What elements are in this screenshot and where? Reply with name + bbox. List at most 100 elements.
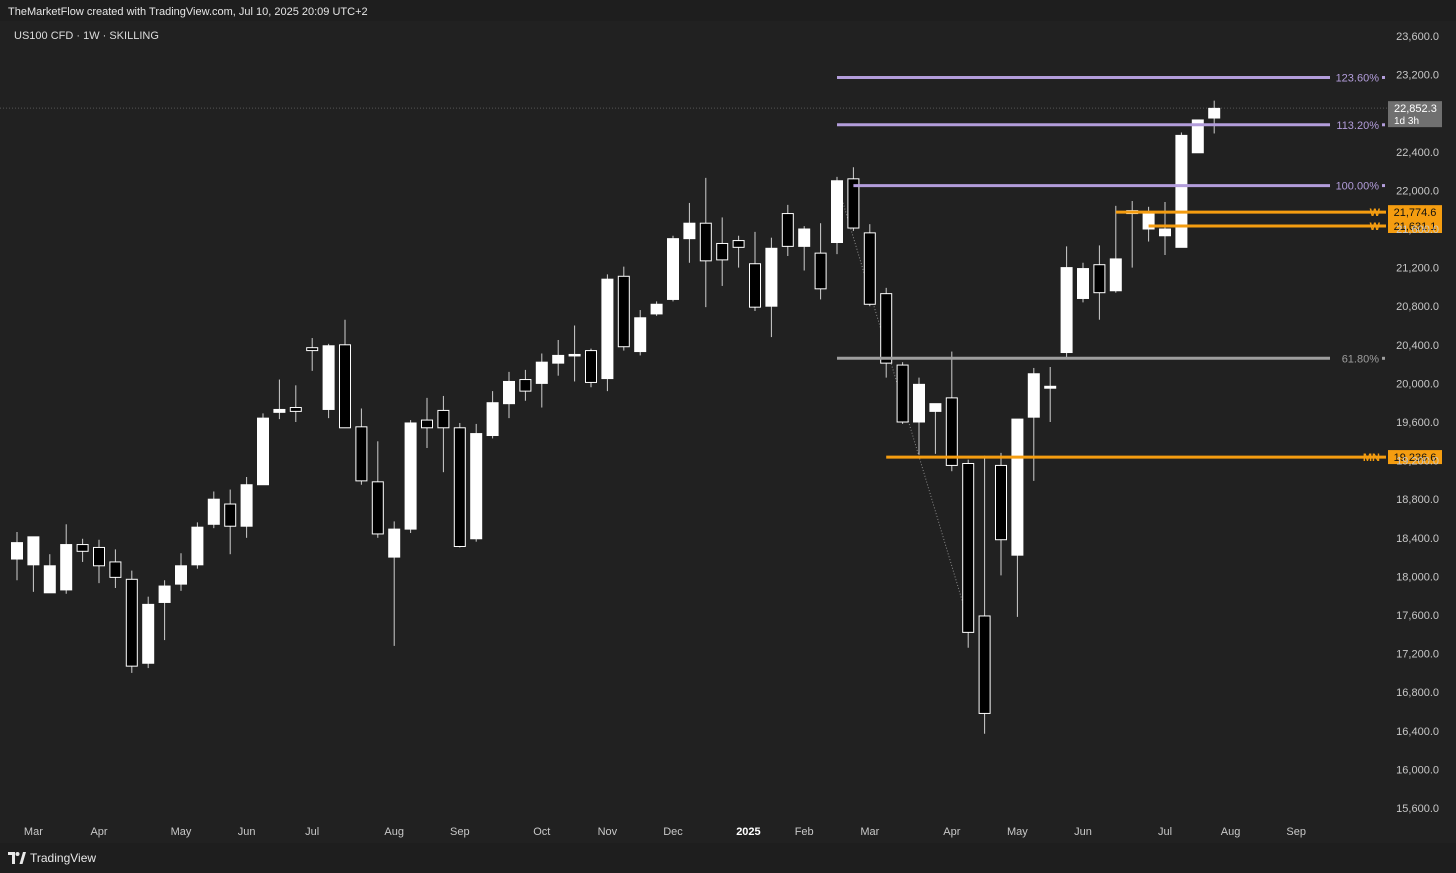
candle-body — [585, 350, 597, 383]
y-tick-label: 16,800.0 — [1396, 687, 1439, 699]
levels-layer: 123.60% 113.20% 100.00% 61.80% W 21,774.6 W 21,… — [837, 72, 1442, 465]
symbol-title[interactable]: US100 CFD · 1W · SKILLING — [14, 30, 159, 42]
price-label: 19,236.6 — [1394, 452, 1437, 464]
candle — [453, 422, 466, 548]
candle-body — [699, 222, 712, 262]
candle-body — [617, 275, 630, 348]
candle — [175, 553, 187, 591]
candle — [519, 369, 532, 401]
candle — [1060, 246, 1073, 358]
candle — [535, 353, 548, 408]
candle-body — [650, 303, 663, 315]
price-label-bg — [1388, 450, 1442, 465]
candle — [142, 596, 155, 669]
y-tick-label: 16,000.0 — [1396, 764, 1439, 776]
candle-body — [289, 407, 302, 412]
candle — [289, 385, 302, 422]
candle — [11, 532, 23, 581]
price-label-bg — [1388, 218, 1442, 233]
x-tick-label: Sep — [1286, 826, 1306, 838]
candle-body — [207, 498, 220, 525]
candle-body — [847, 178, 860, 229]
x-tick-label: Feb — [795, 826, 814, 838]
x-tick-label: May — [1007, 826, 1028, 838]
candle — [995, 452, 1007, 576]
fib-marker — [1382, 75, 1385, 79]
y-tick-label: 15,600.0 — [1396, 803, 1439, 815]
footer: TradingView — [0, 843, 1456, 873]
candle-body — [437, 409, 450, 429]
candle — [306, 338, 319, 371]
x-tick-label: Oct — [533, 826, 550, 838]
candle-body — [1159, 228, 1171, 237]
level-10000: 100.00% — [853, 181, 1385, 193]
candle-body — [749, 263, 761, 308]
candle-body — [1093, 264, 1106, 294]
candle — [191, 522, 204, 569]
candle — [1109, 205, 1122, 293]
candle — [847, 167, 860, 231]
candle-body — [371, 481, 384, 535]
candle — [109, 549, 122, 588]
x-tick-label: 2025 — [736, 826, 760, 838]
chart-panel[interactable]: 123.60% 113.20% 100.00% 61.80% W 21,774.6 W 21,… — [0, 21, 1456, 843]
candle — [978, 455, 991, 734]
x-tick-label: Aug — [384, 826, 404, 838]
candle — [503, 371, 515, 419]
candle-body — [1011, 418, 1024, 556]
candle-body — [11, 542, 23, 560]
candle-body — [995, 464, 1007, 541]
candle — [355, 408, 368, 485]
candle-body — [240, 484, 253, 527]
candle — [93, 539, 105, 584]
candle-body — [765, 247, 778, 307]
y-tick-label: 16,400.0 — [1396, 726, 1439, 738]
candlestick-chart[interactable]: 123.60% 113.20% 100.00% 61.80% W 21,774.6 W 21,… — [0, 21, 1456, 843]
candle — [617, 266, 630, 351]
y-tick-label: 21,600.0 — [1396, 224, 1439, 236]
candle-body — [519, 379, 532, 392]
candle-body — [60, 544, 73, 591]
level-11320: 113.20% — [837, 120, 1385, 132]
candle — [634, 310, 647, 356]
tradingview-logo[interactable]: TradingView — [8, 851, 96, 865]
candle-body — [503, 380, 515, 405]
fib-label: 123.60% — [1336, 72, 1380, 84]
y-tick-label: 17,200.0 — [1396, 649, 1439, 661]
price-layer: 22,852.31d 3h — [1388, 101, 1442, 128]
candle — [1175, 132, 1188, 248]
price-label: 21,774.6 — [1394, 207, 1437, 219]
candle-body — [1175, 134, 1188, 248]
candle — [240, 477, 253, 538]
x-tick-label: Jun — [238, 826, 256, 838]
x-tick-label: Apr — [943, 826, 960, 838]
candle-body — [1060, 267, 1073, 354]
x-tick-label: Jul — [305, 826, 319, 838]
candle — [43, 554, 56, 594]
candle — [421, 397, 433, 449]
level-mn: MN 19,236.6 — [886, 450, 1442, 465]
candle — [863, 224, 876, 307]
candle — [27, 536, 40, 592]
y-tick-label: 17,600.0 — [1396, 610, 1439, 622]
candles-layer — [11, 100, 1221, 734]
chart-credit: TheMarketFlow created with TradingView.c… — [8, 6, 368, 18]
candle — [60, 524, 73, 594]
candle-body — [43, 565, 56, 594]
candle-body — [421, 419, 433, 429]
x-tick-label: Mar — [24, 826, 43, 838]
x-tick-label: Mar — [860, 826, 879, 838]
candle — [552, 339, 565, 376]
candle-body — [322, 345, 335, 410]
candle-body — [306, 347, 319, 352]
candle-body — [1208, 107, 1221, 119]
fib-marker — [1382, 356, 1385, 360]
fib-marker — [1382, 184, 1385, 188]
candle — [798, 226, 811, 271]
candle — [568, 325, 581, 382]
candle — [322, 343, 335, 419]
candle — [273, 379, 286, 420]
fib-marker — [1382, 123, 1385, 127]
candle-body — [880, 293, 893, 364]
level-12360: 123.60% — [837, 72, 1385, 84]
